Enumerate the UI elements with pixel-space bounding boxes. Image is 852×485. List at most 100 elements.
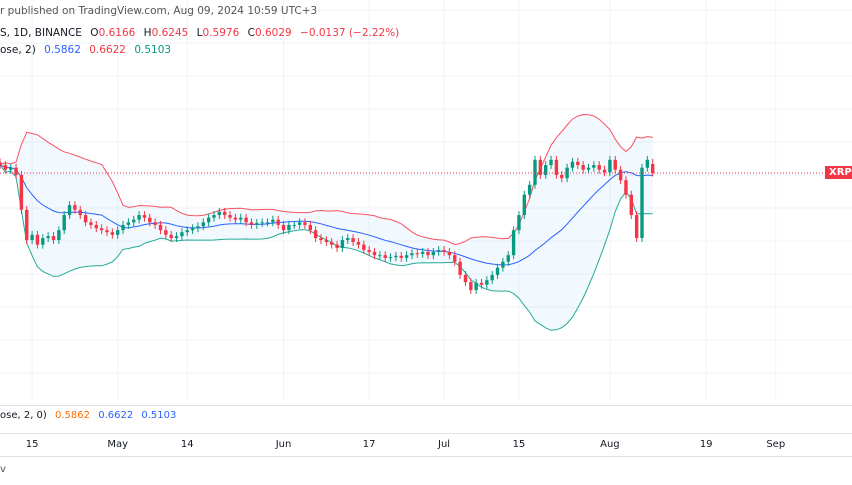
candle-body <box>356 242 361 245</box>
candle-body <box>608 159 612 173</box>
time-axis-tick: 14 <box>180 439 194 450</box>
candle-body <box>190 228 195 231</box>
candle-body <box>330 242 334 245</box>
candle-body <box>517 215 521 231</box>
candle-body <box>399 255 403 258</box>
candle-body <box>592 165 596 168</box>
candle-body <box>549 159 553 166</box>
symbol-legend: S, 1D, BINANCE O0.6166 H0.6245 L0.5976 C… <box>0 27 399 39</box>
close-label: C <box>247 27 255 39</box>
candle-body <box>212 215 216 218</box>
candle-body <box>233 217 238 220</box>
candle-body <box>62 215 66 231</box>
candle-body <box>544 165 548 175</box>
candle-body <box>239 217 243 220</box>
candle-body <box>613 159 617 170</box>
high-value: 0.6245 <box>151 27 189 39</box>
candle-body <box>651 164 655 174</box>
time-axis-tick: 17 <box>362 439 376 450</box>
candle-body <box>57 230 61 241</box>
candle-body <box>223 211 227 216</box>
candle-body <box>640 167 644 239</box>
time-axis-tick: Sep <box>766 439 786 450</box>
candle-body <box>0 162 2 166</box>
candle-body <box>372 251 377 256</box>
candle-body <box>185 230 189 233</box>
candle-body <box>645 159 650 168</box>
bb-label: ose, 2) <box>0 44 36 56</box>
bb-basis-value: 0.5862 <box>44 44 81 56</box>
candle-body <box>597 165 601 170</box>
indicator-value-1: 0.5862 <box>55 410 91 421</box>
candle-body <box>426 251 430 256</box>
candle-body <box>196 226 200 229</box>
candle-body <box>228 215 232 218</box>
pane-divider[interactable] <box>0 405 852 406</box>
candle-body <box>469 282 473 291</box>
candle-body <box>51 236 56 241</box>
footer-text: v <box>0 464 6 475</box>
candle-body <box>474 282 478 291</box>
candle-body <box>276 219 280 225</box>
candle-body <box>431 251 436 256</box>
time-axis-tick: 15 <box>512 439 526 450</box>
candle-body <box>538 159 543 175</box>
bb-fill <box>0 114 653 331</box>
candle-body <box>201 222 205 227</box>
last-price-label: XRPUSDT <box>825 166 852 179</box>
published-note: r published on TradingView.com, Aug 09, … <box>0 5 318 17</box>
candle-body <box>447 251 452 256</box>
candle-body <box>110 232 115 235</box>
candle-body <box>629 194 633 216</box>
candle-body <box>340 240 345 248</box>
low-label: L <box>196 27 203 39</box>
candle-body <box>378 255 382 257</box>
high-label: H <box>143 27 152 39</box>
candle-body <box>121 224 125 231</box>
candle-body <box>586 167 591 170</box>
candle-body <box>442 249 446 252</box>
candle-body <box>287 224 291 231</box>
candle-body <box>78 209 82 216</box>
candle-body <box>19 174 24 210</box>
candle-body <box>383 255 387 258</box>
candle-body <box>554 159 559 175</box>
candle-body <box>164 230 168 235</box>
candle-body <box>46 236 50 239</box>
bb-upper-line <box>0 113 653 246</box>
candle-body <box>126 222 131 225</box>
change-value: −0.0137 (−2.22%) <box>300 27 400 39</box>
candle-body <box>3 165 8 170</box>
candle-body <box>522 194 526 216</box>
candle-body <box>174 236 179 239</box>
low-value: 0.5976 <box>202 27 240 39</box>
candle-body <box>116 230 120 235</box>
candle-body <box>89 222 93 225</box>
time-axis-tick: 19 <box>699 439 713 450</box>
candle-body <box>206 217 211 223</box>
candle-body <box>506 255 510 262</box>
candle-body <box>25 209 29 241</box>
candle-body <box>217 211 222 216</box>
candle-body <box>485 280 489 285</box>
symbol-info: S, 1D, BINANCE <box>0 27 82 39</box>
time-axis-top-border <box>0 433 852 434</box>
indicator-label: ose, 2, 0) <box>0 410 47 421</box>
candle-body <box>297 222 302 225</box>
candle-body <box>158 224 163 231</box>
time-axis-tick: Jul <box>438 439 451 450</box>
candle-body <box>581 165 585 170</box>
candle-body <box>453 255 457 262</box>
bb-legend: ose, 2) 0.5862 0.6622 0.5103 <box>0 44 171 56</box>
candle-body <box>463 274 468 283</box>
time-axis-tick: May <box>107 439 129 450</box>
candle-body <box>602 169 607 173</box>
candle-body <box>105 230 109 233</box>
open-value: 0.6166 <box>98 27 136 39</box>
candle-body <box>335 244 339 248</box>
indicator-value-3: 0.5103 <box>141 410 177 421</box>
candle-body <box>533 159 537 185</box>
candle-body <box>148 217 152 223</box>
candle-body <box>180 232 184 237</box>
